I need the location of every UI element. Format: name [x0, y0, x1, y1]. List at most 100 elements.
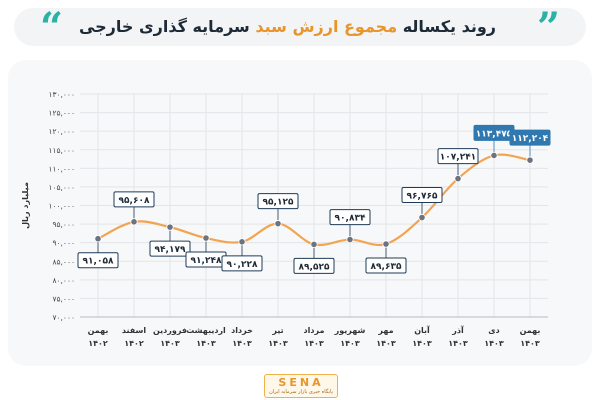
- data-label-text: ۹۱,۰۵۸: [83, 257, 114, 267]
- data-label-box: [329, 209, 371, 226]
- data-label: ۹۱,۲۴۸: [185, 238, 227, 268]
- data-label-box: [221, 255, 263, 272]
- data-point: [166, 223, 174, 231]
- sena-logo: SENA پایگاه خبری بازار سرمایه ایران: [264, 374, 338, 398]
- title-part-3: سرمایه گذاری خارجی: [78, 17, 250, 36]
- x-tick-year: ۱۴۰۳: [520, 339, 540, 348]
- x-tick-label: اردیبهشت: [186, 326, 226, 335]
- y-tick-label: ۸۰,۰۰۰: [52, 276, 75, 285]
- y-tick-label: ۱۱۵,۰۰۰: [48, 146, 75, 155]
- data-label-text: ۹۵,۱۲۵: [263, 198, 294, 208]
- data-label-box: [365, 257, 407, 274]
- data-point: [274, 220, 282, 228]
- x-tick-year: ۱۴۰۳: [268, 339, 288, 348]
- y-tick-label: ۱۲۵,۰۰۰: [48, 109, 75, 118]
- x-tick-year: ۱۴۰۲: [124, 339, 144, 348]
- y-tick-label: ۸۵,۰۰۰: [52, 257, 75, 266]
- data-label-text: ۹۱,۲۴۸: [191, 256, 222, 266]
- x-tick-year: ۱۴۰۳: [304, 339, 324, 348]
- x-tick-label: خرداد: [231, 326, 253, 335]
- x-tick-year: ۱۴۰۳: [160, 339, 180, 348]
- data-label: ۱۰۷,۲۴۱: [437, 148, 479, 179]
- data-point: [490, 151, 498, 160]
- x-tick-year: ۱۴۰۳: [448, 339, 468, 348]
- y-tick-label: ۷۵,۰۰۰: [52, 294, 75, 303]
- data-label-box: [257, 193, 299, 210]
- data-label: ۹۰,۸۳۴: [329, 209, 371, 240]
- logo-subtitle: پایگاه خبری بازار سرمایه ایران: [269, 389, 333, 395]
- x-tick-year: ۱۴۰۲: [88, 339, 108, 348]
- data-label-text: ۹۵,۶۰۸: [119, 196, 150, 206]
- quote-right-icon: ”: [536, 4, 560, 51]
- y-tick-label: ۱۰۰,۰۰۰: [48, 202, 75, 211]
- data-label: ۹۱,۰۵۸: [77, 238, 119, 269]
- y-tick-label: ۱۱۰,۰۰۰: [48, 164, 75, 173]
- data-point: [310, 240, 318, 249]
- data-label-text: ۸۹,۵۲۵: [299, 262, 330, 272]
- y-tick-label: ۹۵,۰۰۰: [52, 220, 75, 229]
- y-tick-label: ۱۲۰,۰۰۰: [48, 127, 75, 136]
- data-point: [454, 174, 462, 183]
- x-tick-label: مرداد: [304, 326, 325, 335]
- data-label-text: ۹۰,۸۳۴: [335, 214, 366, 224]
- data-label-text: ۱۱۲,۲۰۴: [512, 134, 549, 144]
- chart-panel: [8, 60, 592, 366]
- data-label-box: [401, 187, 443, 204]
- chart-title: روند یکساله مجموع ارزش سبد سرمایه گذاری …: [79, 8, 496, 46]
- title-part-1: روند یکساله: [402, 17, 496, 36]
- data-labels: ۹۱,۰۵۸ ۹۵,۶۰۸ ۹۴,۱۷۹ ۹۱,۲۴۸ ۹۰,۲۲۸ ۹۵,۱۲۵ ۸۹,۵…: [77, 124, 551, 274]
- data-point: [130, 218, 138, 226]
- data-label-text: ۱۰۷,۲۴۱: [440, 153, 476, 163]
- x-tick-year: ۱۴۰۳: [340, 339, 360, 348]
- data-label-text: ۹۶,۷۶۵: [407, 192, 438, 202]
- data-point: [418, 213, 426, 222]
- y-tick-label: ۱۳۰,۰۰۰: [48, 90, 75, 99]
- x-tick-label: مهر: [377, 326, 393, 335]
- x-tick-label: دی: [488, 326, 499, 335]
- x-tick-label: آبان: [414, 325, 430, 335]
- data-label-box: [77, 252, 119, 269]
- data-label-text: ۸۹,۶۳۵: [371, 262, 402, 272]
- x-tick-year: ۱۴۰۳: [232, 339, 252, 348]
- x-tick-label: بهمن: [520, 326, 541, 335]
- data-label: ۹۵,۱۲۵: [257, 193, 299, 224]
- data-point: [382, 240, 390, 248]
- x-tick-label: تیر: [271, 326, 283, 335]
- x-tick-year: ۱۴۰۳: [484, 339, 504, 348]
- x-tick-label: بهمن: [88, 326, 109, 335]
- quote-left-icon: “: [40, 4, 64, 51]
- data-label: ۱۱۲,۲۰۴: [509, 129, 551, 161]
- data-label: ۹۶,۷۶۵: [401, 187, 443, 218]
- title-part-2-highlight: مجموع ارزش سبد: [255, 17, 398, 36]
- data-label: ۹۰,۲۲۸: [221, 241, 263, 272]
- data-label-box: [113, 191, 155, 208]
- data-point: [94, 235, 102, 243]
- data-point: [346, 235, 354, 244]
- data-label: ۱۱۳,۴۷۵: [473, 124, 515, 156]
- logo-text: SENA: [278, 376, 324, 389]
- data-label: ۸۹,۶۳۵: [365, 244, 407, 274]
- data-label: ۹۴,۱۷۹: [149, 227, 191, 257]
- y-axis-label: میلیارد ریال: [21, 182, 30, 229]
- x-tick-year: ۱۴۰۳: [196, 339, 216, 348]
- data-label-text: ۱۱۳,۴۷۵: [476, 129, 513, 139]
- data-label-box: [509, 129, 551, 146]
- data-label: ۸۹,۵۲۵: [293, 244, 335, 274]
- x-tick-year: ۱۴۰۳: [376, 339, 396, 348]
- axes: ۷۰,۰۰۰ ۷۵,۰۰۰ ۸۰,۰۰۰ ۸۵,۰۰۰ ۹۰,۰۰۰ ۹۵,۰۰۰ ۱۰۰,…: [48, 90, 548, 348]
- data-label-text: ۹۰,۲۲۸: [227, 260, 258, 270]
- y-tick-label: ۱۰۵,۰۰۰: [48, 183, 75, 192]
- x-tick-label: شهریور: [334, 326, 366, 335]
- x-tick-label: فروردین: [153, 326, 187, 335]
- data-label: ۹۵,۶۰۸: [113, 191, 155, 222]
- data-points: [94, 151, 534, 249]
- data-label-box: [149, 240, 191, 257]
- x-tick-year: ۱۴۰۳: [412, 339, 432, 348]
- title-banner: “ روند یکساله مجموع ارزش سبد سرمایه گذار…: [14, 6, 586, 50]
- y-tick-label: ۷۰,۰۰۰: [52, 313, 75, 322]
- data-point: [526, 156, 534, 164]
- data-point: [202, 234, 210, 242]
- data-label-box: [293, 257, 335, 274]
- data-label-text: ۹۴,۱۷۹: [155, 245, 186, 255]
